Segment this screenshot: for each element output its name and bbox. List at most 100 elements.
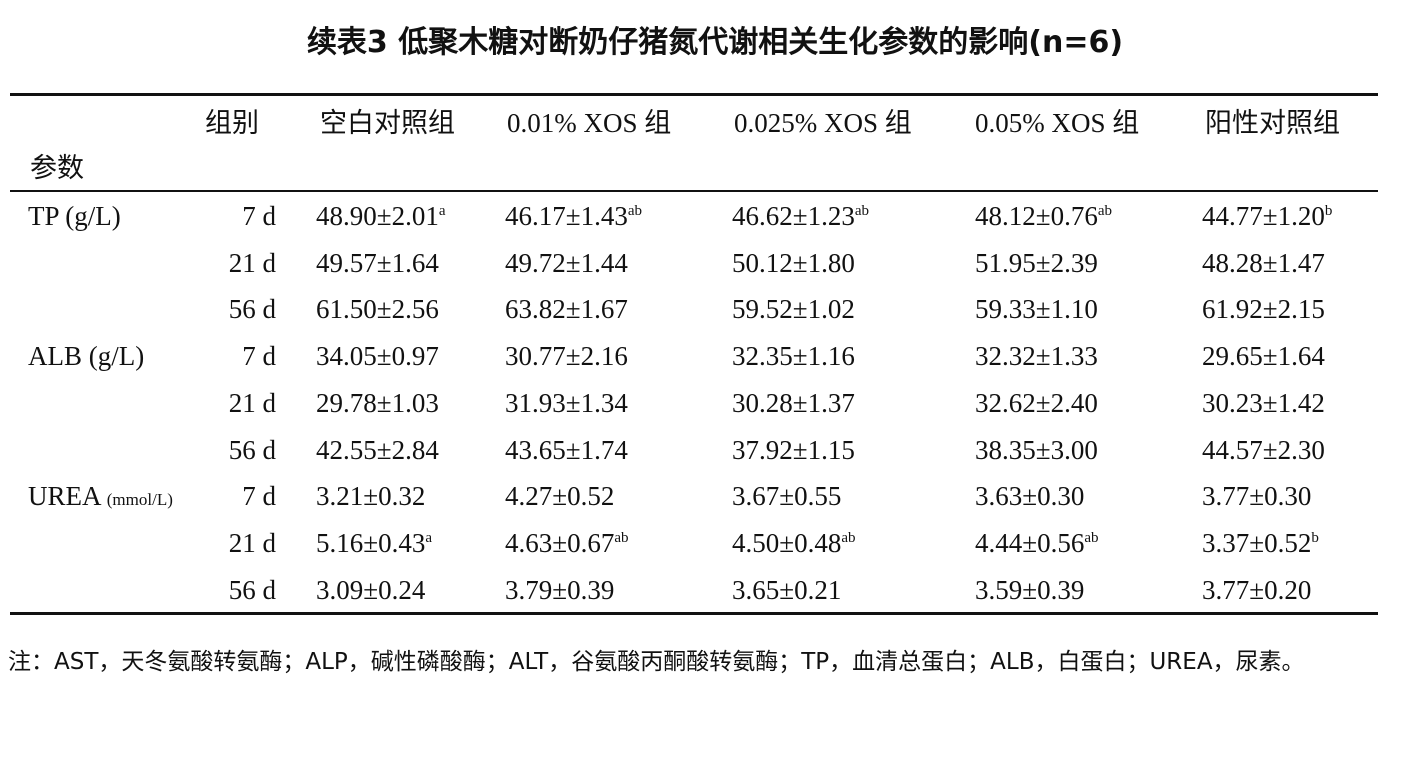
cell-value: 31.93±1.34 xyxy=(505,387,628,418)
cell: 4.27±0.52 xyxy=(505,483,614,510)
time: 56 d xyxy=(228,574,276,605)
cell: 48.12±0.76ab xyxy=(975,203,1112,230)
cell: 3.77±0.20 xyxy=(1202,574,1312,605)
cell: 4.44±0.56ab xyxy=(975,527,1099,558)
cell: 46.17±1.43ab xyxy=(505,203,642,230)
cell-value: 3.21±0.32 xyxy=(316,481,426,512)
cell: 30.77±2.16 xyxy=(505,343,628,370)
significance-letter: b xyxy=(1311,529,1319,546)
cell: 32.62±2.40 xyxy=(975,387,1098,418)
cell-value: 3.09±0.24 xyxy=(316,574,426,605)
cell-value: 3.77±0.30 xyxy=(1202,481,1312,512)
cell-value: 3.67±0.55 xyxy=(732,481,842,512)
cell: 46.62±1.23ab xyxy=(732,203,869,230)
cell-value: 44.77±1.20 xyxy=(1202,201,1325,231)
cell-value: 4.44±0.56 xyxy=(975,527,1085,558)
parameter: ALB (g/L) xyxy=(28,343,144,370)
parameter-unit: (g/L) xyxy=(88,341,145,372)
cell: 37.92±1.15 xyxy=(732,434,855,465)
cell-value: 3.77±0.20 xyxy=(1202,574,1312,605)
cell: 43.65±1.74 xyxy=(505,434,628,465)
cell: 30.23±1.42 xyxy=(1202,387,1325,418)
cell: 4.50±0.48ab xyxy=(732,527,856,558)
cell-value: 32.32±1.33 xyxy=(975,341,1098,372)
corner-top: 组别 xyxy=(205,108,259,138)
cell-value: 29.78±1.03 xyxy=(316,387,439,418)
time: 7 d xyxy=(242,341,276,372)
cell-value: 49.72±1.44 xyxy=(505,247,628,278)
cell-value: 3.59±0.39 xyxy=(975,574,1085,605)
cell-value: 3.37±0.52 xyxy=(1202,527,1312,558)
cell: 63.82±1.67 xyxy=(505,296,628,323)
parameter-unit: (g/L) xyxy=(65,201,121,231)
significance-letter: a xyxy=(425,529,432,546)
cell: 3.21±0.32 xyxy=(316,483,425,510)
cell: 3.59±0.39 xyxy=(975,574,1085,605)
cell-value: 59.33±1.10 xyxy=(975,294,1098,325)
cell: 49.72±1.44 xyxy=(505,247,628,278)
cell: 61.92±2.15 xyxy=(1202,296,1325,323)
column-header: 空白对照组 xyxy=(320,108,455,138)
cell-value: 50.12±1.80 xyxy=(732,247,855,278)
cell: 5.16±0.43a xyxy=(316,529,432,557)
cell-value: 51.95±2.39 xyxy=(975,247,1098,278)
cell-value: 42.55±2.84 xyxy=(316,434,439,465)
cell: 34.05±0.97 xyxy=(316,343,439,370)
cell-value: 37.92±1.15 xyxy=(732,434,855,465)
cell: 42.55±2.84 xyxy=(316,434,439,465)
cell-value: 59.52±1.02 xyxy=(732,294,855,325)
cell: 3.79±0.39 xyxy=(505,574,615,605)
cell: 49.57±1.64 xyxy=(316,249,439,277)
cell-value: 32.62±2.40 xyxy=(975,387,1098,418)
time: 21 d xyxy=(228,387,276,418)
cell: 51.95±2.39 xyxy=(975,247,1098,278)
cell: 29.78±1.03 xyxy=(316,387,439,418)
parameter: TP (g/L) xyxy=(28,203,121,230)
cell: 44.77±1.20b xyxy=(1202,203,1332,230)
parameter: UREA (mmol/L) xyxy=(28,483,173,510)
cell-value: 3.65±0.21 xyxy=(732,574,842,605)
significance-letter: ab xyxy=(1097,203,1112,219)
cell: 3.65±0.21 xyxy=(732,574,842,605)
cell-value: 3.79±0.39 xyxy=(505,574,615,605)
cell: 30.28±1.37 xyxy=(732,389,855,417)
significance-letter: ab xyxy=(627,203,642,219)
cell: 3.63±0.30 xyxy=(975,483,1084,510)
significance-letter: ab xyxy=(841,529,856,546)
significance-letter: b xyxy=(1324,203,1333,219)
cell-value: 4.50±0.48 xyxy=(732,527,842,558)
significance-letter: ab xyxy=(614,529,629,546)
time: 7 d xyxy=(242,481,276,512)
parameter-name: TP xyxy=(28,201,59,231)
header-rule xyxy=(10,190,1378,192)
time: 7 d xyxy=(242,201,276,231)
column-header: 0.025% XOS 组 xyxy=(734,108,912,138)
cell: 32.35±1.16 xyxy=(732,343,855,370)
cell-value: 4.63±0.67 xyxy=(505,527,615,558)
cell: 48.28±1.47 xyxy=(1202,247,1325,278)
cell-value: 30.23±1.42 xyxy=(1202,387,1325,418)
cell: 59.52±1.02 xyxy=(732,296,855,323)
cell-value: 38.35±3.00 xyxy=(975,434,1098,465)
cell: 3.09±0.24 xyxy=(316,574,426,605)
parameter-unit: (mmol/L) xyxy=(106,490,173,510)
significance-letter: ab xyxy=(1084,529,1099,546)
column-header: 0.05% XOS 组 xyxy=(975,108,1140,138)
cell: 31.93±1.34 xyxy=(505,387,628,418)
cell-value: 48.28±1.47 xyxy=(1202,247,1325,278)
cell-value: 43.65±1.74 xyxy=(505,434,628,465)
cell-value: 44.57±2.30 xyxy=(1202,434,1325,465)
cell: 3.67±0.55 xyxy=(732,483,841,510)
cell: 48.90±2.01a xyxy=(316,203,446,230)
significance-letter: ab xyxy=(854,203,869,219)
column-header: 0.01% XOS 组 xyxy=(507,108,672,138)
cell-value: 30.77±2.16 xyxy=(505,341,628,372)
cell: 44.57±2.30 xyxy=(1202,434,1325,465)
cell-value: 3.63±0.30 xyxy=(975,481,1085,512)
cell-value: 48.90±2.01 xyxy=(316,201,439,231)
time: 21 d xyxy=(228,247,276,278)
cell: 29.65±1.64 xyxy=(1202,343,1325,370)
significance-letter: a xyxy=(438,203,446,219)
cell: 3.77±0.30 xyxy=(1202,483,1311,510)
